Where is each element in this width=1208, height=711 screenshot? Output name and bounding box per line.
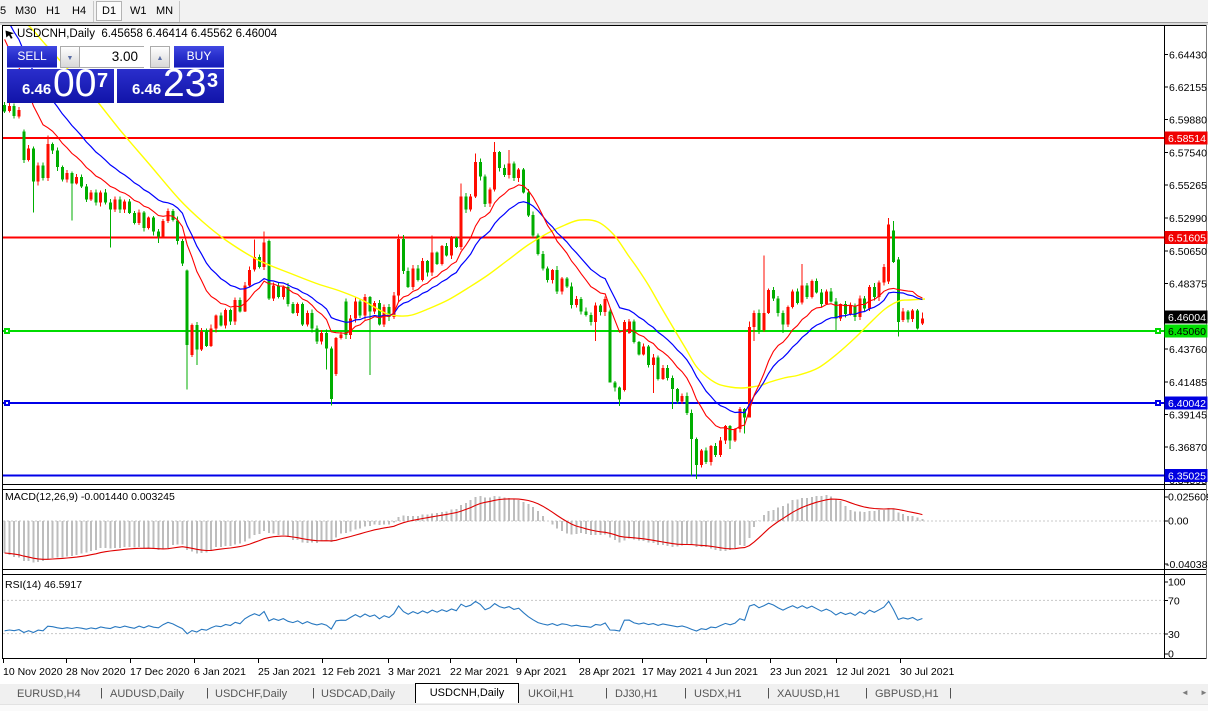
svg-text:USDCNH,Daily 6.45658 6.46414: USDCNH,Daily 6.45658 6.46414 6.45562 6.4… <box>17 28 278 40</box>
svg-text:MACD(12,26,9) -0.001440 0.0032: MACD(12,26,9) -0.001440 0.003245 <box>5 491 175 503</box>
svg-text:6.43760: 6.43760 <box>1169 344 1207 356</box>
svg-text:6.41485: 6.41485 <box>1169 377 1207 389</box>
svg-text:6.39145: 6.39145 <box>1169 409 1207 421</box>
svg-text:9 Apr 2021: 9 Apr 2021 <box>516 666 567 678</box>
svg-text:6.48375: 6.48375 <box>1169 278 1207 290</box>
svg-text:6.50650: 6.50650 <box>1169 246 1207 258</box>
svg-text:6.45060: 6.45060 <box>1168 326 1206 338</box>
svg-text:6.51605: 6.51605 <box>1168 233 1206 245</box>
svg-text:-0.040386: -0.040386 <box>1166 559 1208 571</box>
svg-text:6.59880: 6.59880 <box>1169 114 1207 126</box>
svg-text:3 Mar 2021: 3 Mar 2021 <box>388 666 441 678</box>
svg-text:4 Jun 2021: 4 Jun 2021 <box>706 666 758 678</box>
svg-text:6.36870: 6.36870 <box>1169 442 1207 454</box>
svg-text:28 Nov 2020: 28 Nov 2020 <box>66 666 126 678</box>
svg-text:100: 100 <box>1168 577 1186 589</box>
svg-text:6.40042: 6.40042 <box>1168 398 1206 410</box>
svg-text:12 Jul 2021: 12 Jul 2021 <box>836 666 890 678</box>
svg-text:12 Feb 2021: 12 Feb 2021 <box>322 666 381 678</box>
svg-text:30: 30 <box>1168 629 1180 641</box>
svg-text:6.57540: 6.57540 <box>1169 147 1207 159</box>
svg-text:0.025609: 0.025609 <box>1168 492 1208 504</box>
svg-text:6.64430: 6.64430 <box>1169 49 1207 61</box>
svg-text:6.62155: 6.62155 <box>1169 82 1207 94</box>
svg-text:25 Jan 2021: 25 Jan 2021 <box>258 666 316 678</box>
svg-text:6.35025: 6.35025 <box>1168 471 1206 483</box>
svg-text:22 Mar 2021: 22 Mar 2021 <box>450 666 509 678</box>
svg-text:6.55265: 6.55265 <box>1169 180 1207 192</box>
svg-text:6 Jan 2021: 6 Jan 2021 <box>194 666 246 678</box>
svg-text:0.00: 0.00 <box>1168 516 1189 528</box>
svg-text:70: 70 <box>1168 596 1180 608</box>
svg-text:6.58514: 6.58514 <box>1168 133 1206 145</box>
svg-text:23 Jun 2021: 23 Jun 2021 <box>770 666 828 678</box>
svg-text:6.46004: 6.46004 <box>1168 312 1206 324</box>
svg-text:6.52990: 6.52990 <box>1169 213 1207 225</box>
svg-text:RSI(14) 46.5917: RSI(14) 46.5917 <box>5 579 82 591</box>
svg-text:17 Dec 2020: 17 Dec 2020 <box>130 666 190 678</box>
svg-text:10 Nov 2020: 10 Nov 2020 <box>3 666 63 678</box>
svg-text:17 May 2021: 17 May 2021 <box>642 666 703 678</box>
svg-text:28 Apr 2021: 28 Apr 2021 <box>579 666 636 678</box>
svg-text:30 Jul 2021: 30 Jul 2021 <box>900 666 954 678</box>
svg-text:0: 0 <box>1168 649 1174 661</box>
